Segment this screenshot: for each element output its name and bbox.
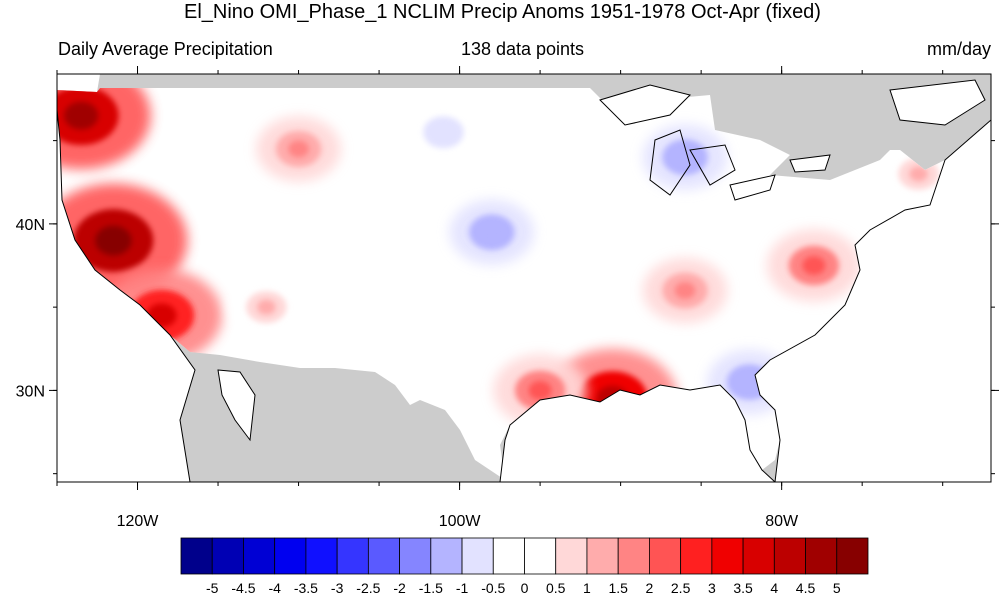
y-tick-label: 30N [16, 383, 45, 400]
atlantic-ocean [755, 74, 991, 482]
colorbar-label: 0 [521, 580, 529, 596]
colorbar-swatch [180, 537, 213, 575]
x-tick-label: 80W [765, 513, 799, 530]
gulf-of-california [218, 370, 255, 440]
axis-ticks: 120W 100W 80W 40N 30N [16, 66, 999, 530]
anomaly-great-lakes [642, 124, 728, 190]
colorbar-swatch [555, 537, 588, 575]
colorbar-swatch [742, 537, 775, 575]
colorbar-label: 2 [646, 580, 654, 596]
anomaly-ohio-valley-tennessee [642, 257, 728, 323]
colorbar-swatch [243, 537, 276, 575]
colorbar-label: 3.5 [733, 580, 753, 596]
colorbar-swatch [492, 537, 525, 575]
colorbar-label: -2 [393, 580, 406, 596]
anomaly-pacific-northwest-max [57, 88, 151, 170]
map-frame [56, 73, 992, 483]
colorbar-swatch [367, 537, 400, 575]
colorbar-swatch [586, 537, 619, 575]
colorbar-swatch [274, 537, 307, 575]
anomaly-northern-rockies [256, 116, 341, 182]
colorbar-label: 4.5 [796, 580, 816, 596]
colorbar-swatch [305, 537, 338, 575]
x-tick-label: 100W [439, 513, 482, 530]
colorbar-swatch [649, 537, 682, 575]
colorbar-label: 0.5 [546, 580, 566, 596]
colorbar-label: 3 [708, 580, 716, 596]
colorbar-swatch [805, 537, 838, 575]
colorbar-swatch [211, 537, 244, 575]
colorbar-label: -5 [206, 580, 219, 596]
gulf-of-mexico [500, 385, 775, 482]
colorbar-swatch [461, 537, 494, 575]
colorbar-swatch [617, 537, 650, 575]
colorbar-label: -3 [331, 580, 344, 596]
colorbar-swatch [336, 537, 369, 575]
colorbar-label: -0.5 [481, 580, 505, 596]
colorbar-label: 1.5 [608, 580, 628, 596]
map-title: El_Nino OMI_Phase_1 NCLIM Precip Anoms 1… [184, 1, 821, 23]
colorbar-label: -2.5 [356, 580, 380, 596]
pacific-ocean [57, 74, 195, 482]
anomaly-field [57, 88, 945, 449]
colorbar: -5 -4.5 -4 -3.5 -3 -2.5 -2 -1.5 -1 -0.5 0 0.5 1 1.5 2 2… [180, 537, 869, 596]
anomaly-arizona [228, 278, 305, 337]
anomaly-mid-atlantic [767, 229, 861, 302]
pacific-ocean-north [57, 74, 100, 92]
subtitle-left: Daily Average Precipitation [58, 39, 273, 59]
colorbar-swatch [680, 537, 713, 575]
colorbar-label: -1 [456, 580, 469, 596]
gulf-of-st-lawrence [890, 80, 985, 125]
colorbar-swatch [399, 537, 432, 575]
anomaly-central-plains [449, 199, 535, 265]
colorbar-swatch [711, 537, 744, 575]
subtitle-units: mm/day [926, 39, 991, 59]
colorbar-label: 2.5 [671, 580, 691, 596]
x-tick-label: 120W [117, 513, 160, 530]
colorbar-label: -1.5 [419, 580, 443, 596]
colorbar-label: 1 [583, 580, 591, 596]
y-tick-label: 40N [16, 217, 45, 234]
colorbar-swatch [430, 537, 463, 575]
colorbar-label: 4 [770, 580, 778, 596]
colorbar-label: 5 [833, 580, 841, 596]
subtitle-center: 138 data points [460, 39, 585, 59]
coastlines [57, 79, 991, 482]
colorbar-swatch [773, 537, 806, 575]
colorbar-swatch [524, 537, 557, 575]
colorbar-swatch [836, 537, 869, 575]
anomaly-north-dakota [405, 103, 482, 162]
colorbar-label: -4.5 [231, 580, 255, 596]
colorbar-label: -3.5 [294, 580, 318, 596]
colorbar-label: -4 [268, 580, 281, 596]
